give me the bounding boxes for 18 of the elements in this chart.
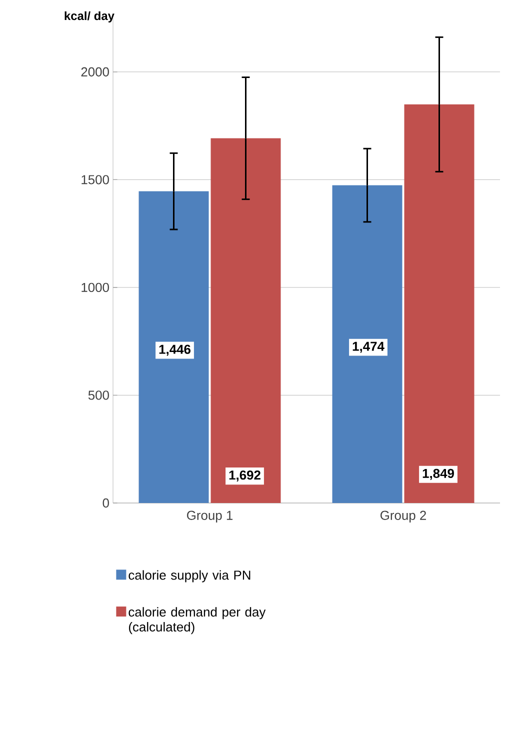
x-tick-label: Group 1 [187,510,233,522]
legend-label: calorie demand per day (calculated) [128,607,266,634]
bar [404,104,474,503]
bar [210,138,281,503]
data-label: 1,692 [229,470,260,482]
bar [332,185,402,503]
x-tick-label: Group 2 [380,510,426,522]
legend-label: calorie supply via PN [128,570,250,582]
y-tick-label: 2000 [81,67,109,76]
y-tick-label: 1500 [82,175,109,184]
data-label: 1,474 [352,342,384,353]
y-axis-title: kcal/ day [64,11,114,22]
bar [138,191,209,503]
y-tick-label: 1000 [82,282,109,292]
y-tick-label: 0 [102,498,109,508]
data-label: 1,446 [159,344,190,356]
data-label: 1,849 [422,468,454,480]
y-tick-label: 500 [88,390,109,400]
